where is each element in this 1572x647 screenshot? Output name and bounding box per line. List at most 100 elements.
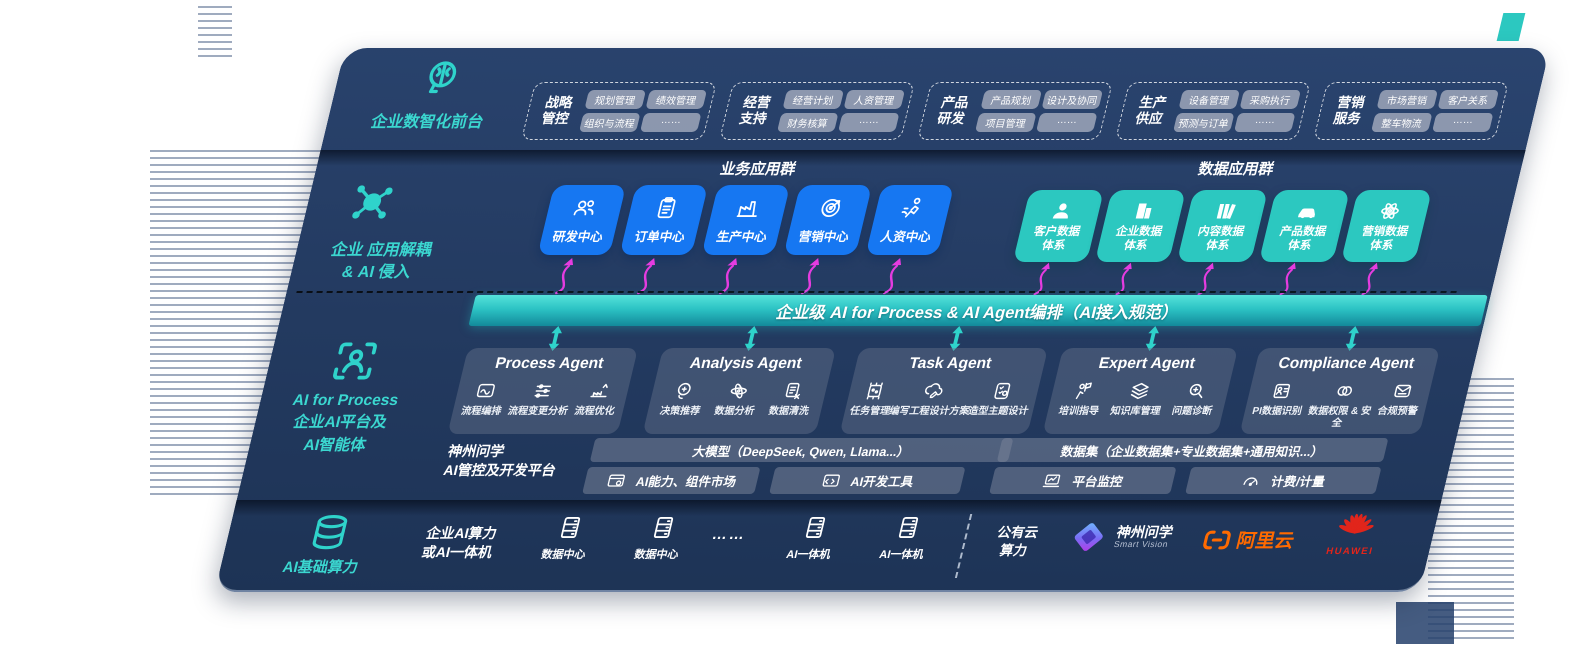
teal-double-arrow (945, 326, 967, 351)
module-chip: …… (639, 113, 702, 132)
dev-tools-icon (819, 471, 844, 491)
main-panel: 企业数智化前台 战略 管控 规划管理 绩效管理 组织与流程 …… 经营 支持 经营计… (214, 48, 1551, 592)
module-chip: 采购执行 (1239, 90, 1302, 109)
group-title: 产品 研发 (935, 95, 971, 126)
teal-double-arrow (1341, 326, 1363, 351)
module-chip: 组织与流程 (578, 113, 641, 132)
flow-optimize-icon (586, 380, 613, 402)
business-center-label: 研发中心 (551, 230, 605, 244)
aliyun-logo (1199, 528, 1235, 552)
database-icon (304, 512, 356, 554)
infra-ellipsis: …… (710, 526, 749, 543)
orchestration-label: 企业级 AI for Process & AI Agent编排（AI接入规范） (774, 303, 1181, 322)
server-icon (553, 514, 586, 541)
business-group-title: 业务应用群 (718, 161, 798, 178)
front-office-group-marketing: 营销 服务 市场营销 客户关系 整车物流 …… (1313, 82, 1509, 140)
magenta-arrow (1273, 260, 1308, 296)
front-office-group-product: 产品 研发 产品规划 设计及协同 项目管理 …… (917, 82, 1113, 140)
monitor-icon (1040, 471, 1065, 491)
magenta-arrow (1109, 260, 1144, 296)
pi-data-icon (1268, 380, 1295, 402)
data-system-content: 内容数据 体系 (1176, 190, 1269, 262)
data-clean-icon (780, 380, 807, 402)
smart-vision-logo (1065, 518, 1112, 556)
decision-icon (671, 380, 698, 402)
group-title: 战略 管控 (539, 95, 575, 126)
training-icon (1070, 380, 1097, 402)
brain-icon (414, 56, 469, 102)
layer-separator (316, 150, 1526, 166)
module-chip: …… (837, 113, 900, 132)
magenta-arrow (1191, 260, 1226, 296)
data-analysis-icon (726, 380, 753, 402)
vendor-smart-vision: 神州问学 Smart Vision (1065, 518, 1176, 556)
ai-platform-label: AI for Process 企业AI平台及 AI智能体 (290, 392, 401, 454)
server-icon (798, 514, 831, 541)
business-center-order: 订单中心 (619, 185, 709, 255)
magenta-arrow (549, 255, 585, 295)
agent-card-task: Task Agent 任务管理 编写工程设计方案 造型主题设计 (839, 348, 1049, 434)
data-system-label: 内容数据 体系 (1196, 226, 1246, 252)
component-market-bar: AI能力、组件市场 (582, 467, 761, 494)
agent-title: Process Agent (493, 355, 606, 372)
module-chip: 客户关系 (1437, 90, 1500, 109)
gauge-icon (1239, 471, 1264, 491)
app-layer-label: 企业 应用解耦 & AI 侵入 (329, 242, 434, 282)
flow-edit-icon (472, 380, 499, 402)
integration-dashed-line (296, 291, 1457, 293)
infra-node-aibox-1: AI一体机 (781, 514, 845, 562)
team-icon (569, 195, 601, 221)
agent-title: Compliance Agent (1276, 355, 1417, 372)
data-group-title: 数据应用群 (1196, 161, 1276, 178)
module-chip: …… (1431, 113, 1494, 132)
data-system-enterprise: 企业数据 体系 (1094, 190, 1187, 262)
front-office-group-production: 生产 供应 设备管理 采购执行 预测与订单 …… (1115, 82, 1311, 140)
module-chip: 产品规划 (980, 90, 1043, 109)
infra-label: AI基础算力 (280, 559, 360, 576)
monitor-bar: 平台监控 (989, 467, 1177, 494)
flow-change-icon (529, 380, 556, 402)
business-center-label: 营销中心 (797, 230, 851, 244)
business-center-production: 生产中心 (701, 185, 791, 255)
module-chip: 市场营销 (1376, 90, 1439, 109)
magenta-arrow (1355, 260, 1390, 296)
magenta-arrow (1027, 260, 1062, 296)
infra-node-datacenter-1: 数据中心 (536, 514, 600, 562)
teal-double-arrow (740, 326, 762, 351)
group-title: 营销 服务 (1331, 95, 1367, 126)
magenta-arrow (795, 255, 831, 295)
decor-accent-top-right (1496, 13, 1526, 41)
building-icon (1129, 199, 1159, 223)
module-chip: 整车物流 (1370, 113, 1433, 132)
business-center-hr: 人资中心 (865, 185, 955, 255)
scan-person-icon (324, 336, 386, 386)
module-chip: 财务核算 (776, 113, 839, 132)
vendor-huawei: HUAWEI (1325, 510, 1383, 557)
teal-double-arrow (544, 326, 566, 351)
business-center-label: 生产中心 (715, 230, 769, 244)
server-icon (891, 514, 924, 541)
module-chip: 预测与订单 (1172, 113, 1235, 132)
car-icon (1292, 199, 1324, 223)
enterprise-compute-label: 企业AI算力 或AI一体机 (420, 525, 499, 560)
agent-title: Analysis Agent (688, 355, 804, 372)
dev-tools-bar: AI开发工具 (769, 467, 966, 494)
magenta-arrow (713, 255, 749, 295)
server-icon (646, 514, 679, 541)
runner-icon (897, 195, 929, 221)
infra-node-datacenter-2: 数据中心 (629, 514, 693, 562)
engineering-doc-icon (921, 380, 948, 402)
agent-card-process: Process Agent 流程编排 流程变更分析 流程优化 (447, 348, 639, 434)
module-chip: 设备管理 (1178, 90, 1241, 109)
factory-icon (733, 195, 765, 221)
magenta-arrow (877, 255, 913, 295)
module-chip: 项目管理 (974, 113, 1037, 132)
model-bar: 大模型（DeepSeek, Qwen, Llama...） (589, 438, 1014, 462)
platform-name: 神州问学 AI管控及开发平台 (441, 443, 558, 478)
infra-node-aibox-2: AI一体机 (874, 514, 938, 562)
data-system-label: 客户数据 体系 (1032, 226, 1082, 252)
module-chip: …… (1233, 113, 1296, 132)
books-icon (1211, 199, 1241, 223)
module-chip: …… (1035, 113, 1098, 132)
agent-title: Expert Agent (1096, 355, 1197, 372)
